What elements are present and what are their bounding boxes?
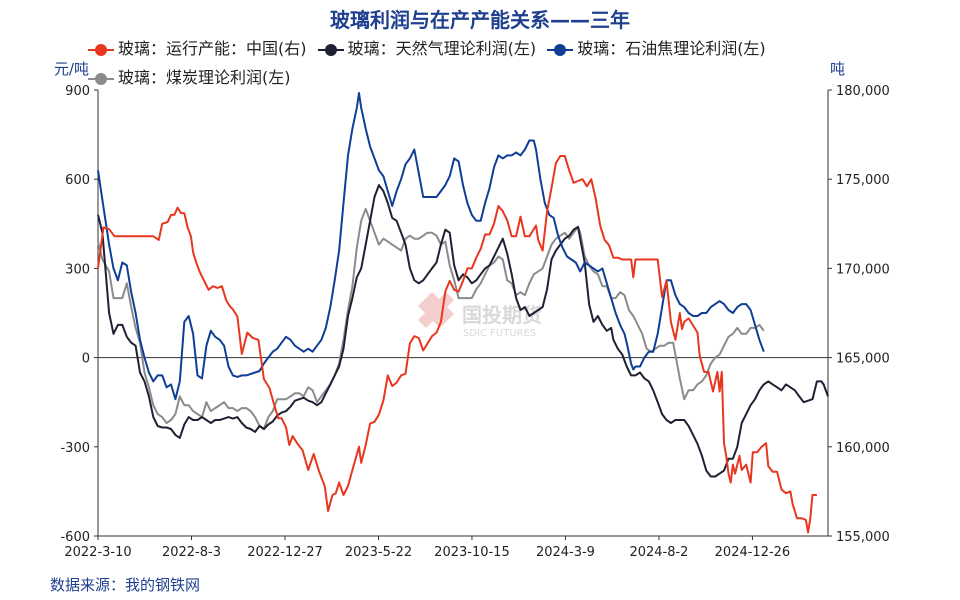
watermark: 国投期货 SDIC FUTURES <box>418 292 542 339</box>
right-tick-label: 155,000 <box>836 530 890 545</box>
legend-marker-gray-icon <box>88 72 114 86</box>
x-tick-label: 2022-12-27 <box>247 545 323 560</box>
legend-row-1: 玻璃：运行产能：中国(右) 玻璃：天然气理论利润(左) 玻璃：石油焦理论利润(左… <box>88 35 772 59</box>
petcoke-line <box>97 92 765 401</box>
x-tick-label: 2024-12-26 <box>715 545 791 560</box>
x-tick-label: 2024-3-9 <box>536 545 595 560</box>
capacity-line <box>97 155 817 534</box>
x-tick-label: 2023-5-22 <box>345 545 412 560</box>
left-tick-label: 600 <box>65 173 90 188</box>
legend-item-capacity[interactable]: 玻璃：运行产能：中国(右) <box>88 35 307 59</box>
right-tick-label: 160,000 <box>836 441 890 456</box>
right-tick-label: 180,000 <box>836 84 890 99</box>
right-tick-label: 170,000 <box>836 262 890 277</box>
x-tick-label: 2022-8-3 <box>162 545 221 560</box>
legend-item-petcoke[interactable]: 玻璃：石油焦理论利润(左) <box>547 35 766 59</box>
legend-label: 玻璃：运行产能：中国(右) <box>118 39 307 58</box>
watermark-sub: SDIC FUTURES <box>463 328 536 339</box>
left-axis-unit: 元/吨 <box>54 60 90 78</box>
left-tick-label: 300 <box>65 262 90 277</box>
left-tick-label: 0 <box>82 352 90 367</box>
left-tick-label: 900 <box>65 84 90 99</box>
legend-item-natural-gas[interactable]: 玻璃：天然气理论利润(左) <box>317 35 537 59</box>
right-tick-label: 175,000 <box>836 173 890 188</box>
legend-marker-blue-icon <box>547 43 574 57</box>
legend-row-2: 玻璃：煤炭理论利润(左) <box>88 64 297 88</box>
left-tick-label: -600 <box>60 530 90 545</box>
x-tick-label: 2023-10-15 <box>434 545 510 560</box>
left-tick-label: -300 <box>60 441 90 456</box>
legend-marker-red-icon <box>88 43 114 57</box>
legend-label: 玻璃：石油焦理论利润(左) <box>577 39 766 58</box>
legend-item-coal[interactable]: 玻璃：煤炭理论利润(左) <box>88 64 291 88</box>
right-tick-label: 165,000 <box>836 352 890 367</box>
x-tick-label: 2022-3-10 <box>64 545 131 560</box>
right-axis-unit: 吨 <box>830 60 846 78</box>
data-source: 数据来源：我的钢铁网 <box>50 576 201 594</box>
natural-gas-line <box>97 184 829 478</box>
x-tick-label: 2024-8-2 <box>629 545 688 560</box>
legend-label: 玻璃：煤炭理论利润(左) <box>118 68 291 87</box>
legend-label: 玻璃：天然气理论利润(左) <box>347 39 537 58</box>
legend-marker-black-icon <box>317 43 344 57</box>
watermark-logo-icon <box>418 292 454 328</box>
chart-title: 玻璃利润与在产产能关系——三年 <box>330 8 630 32</box>
